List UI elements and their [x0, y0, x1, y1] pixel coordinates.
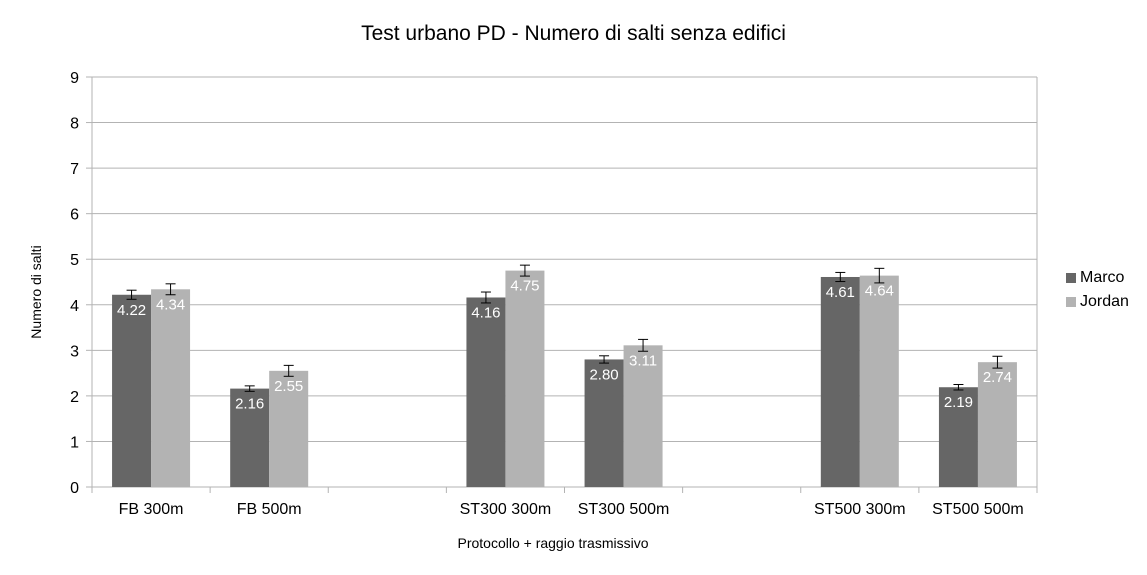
bar — [269, 370, 309, 487]
legend-swatch-marco — [1066, 273, 1076, 283]
data-label: 2.80 — [589, 366, 618, 383]
bar — [977, 362, 1017, 487]
bar — [623, 345, 663, 487]
y-tick-label: 8 — [70, 116, 79, 133]
legend-label-marco: Marco — [1080, 269, 1125, 286]
x-tick-label: ST500 300m — [814, 501, 906, 518]
x-tick-label: ST500 500m — [932, 501, 1024, 518]
x-axis-label-text: Protocollo + raggio trasmissivo — [457, 535, 649, 551]
bar — [230, 388, 270, 487]
data-label: 4.75 — [510, 278, 539, 295]
data-label: 3.11 — [629, 352, 657, 369]
y-tick-label: 0 — [70, 480, 79, 497]
y-tick-label: 2 — [70, 389, 79, 406]
x-tick-label: FB 300m — [119, 501, 184, 518]
y-axis-label: Numero di salti — [28, 245, 44, 339]
bar — [112, 294, 152, 487]
legend-swatch-jordan — [1066, 297, 1076, 307]
x-tick-label: ST300 300m — [460, 501, 552, 518]
y-tick-label: 5 — [70, 252, 79, 269]
legend-label-jordan: Jordan — [1080, 293, 1129, 310]
data-label: 4.61 — [826, 284, 855, 301]
data-label: 2.55 — [274, 378, 303, 395]
y-tick-label: 6 — [70, 207, 79, 224]
bar — [151, 289, 191, 487]
x-tick-label: ST300 500m — [578, 501, 670, 518]
legend: Marco Jordan — [1066, 266, 1129, 314]
bar — [859, 275, 899, 487]
bar — [820, 276, 860, 487]
y-tick-label: 3 — [70, 343, 79, 360]
data-label: 4.22 — [117, 302, 146, 319]
data-label: 2.16 — [235, 396, 264, 413]
data-label: 4.16 — [471, 304, 500, 321]
legend-item-jordan: Jordan — [1066, 290, 1129, 314]
bar — [584, 359, 624, 487]
bar — [505, 270, 545, 487]
data-label: 2.19 — [944, 394, 973, 411]
bar — [466, 297, 506, 487]
y-tick-label: 7 — [70, 161, 79, 178]
y-tick-label: 1 — [70, 434, 79, 451]
x-tick-label: FB 500m — [237, 501, 302, 518]
legend-item-marco: Marco — [1066, 266, 1129, 290]
y-tick-label: 9 — [70, 70, 79, 87]
data-label: 2.74 — [983, 369, 1012, 386]
data-label: 4.64 — [865, 283, 894, 300]
bar — [938, 387, 978, 487]
y-tick-label: 4 — [70, 298, 79, 315]
chart-title: Test urbano PD - Numero di salti senza e… — [361, 22, 786, 45]
x-axis-label: Protocollo + raggio trasmissivo — [0, 535, 1106, 551]
data-label: 4.34 — [156, 296, 185, 313]
